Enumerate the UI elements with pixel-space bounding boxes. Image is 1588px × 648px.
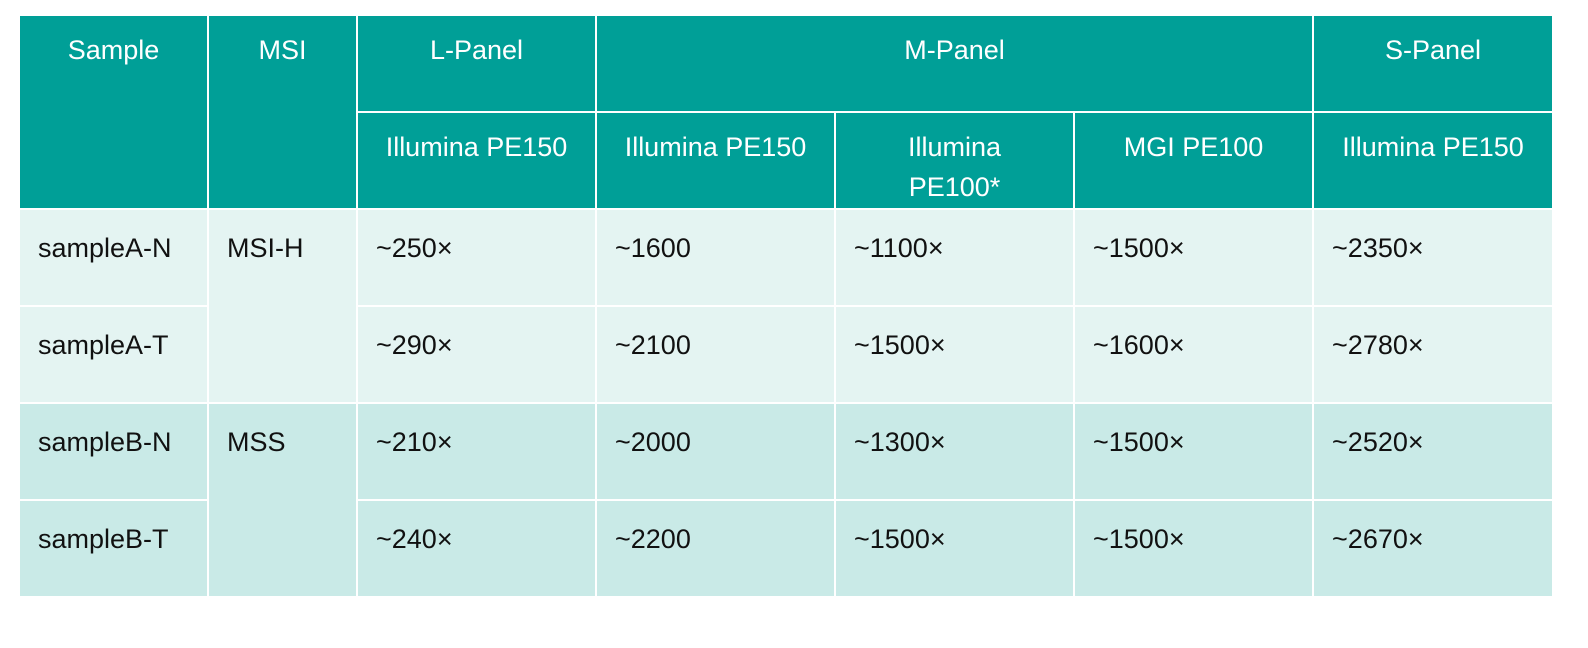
cell: sampleB-N <box>18 402 209 501</box>
header-row: Sample MSI L-Panel M-Panel S-Panel <box>18 14 1555 210</box>
header-cell: Illumina PE150 <box>1312 111 1555 210</box>
row: sampleA-N MSI-H ~250× ~1600 ~1100× ~1500… <box>18 208 1555 404</box>
header-cell: L-Panel <box>356 14 597 113</box>
cell: ~1500× <box>834 305 1075 404</box>
cell: ~2200 <box>595 499 836 598</box>
header-cell: M-Panel <box>594 14 1315 113</box>
header-cell: Illumina PE150 <box>595 111 836 210</box>
cell: ~1500× <box>1072 499 1315 598</box>
cell: MSS <box>207 402 358 598</box>
cell: ~2670× <box>1312 499 1555 598</box>
header-row: Illumina PE150 Illumina PE150 Illumina P… <box>19 111 1555 210</box>
cell: ~290× <box>356 305 597 404</box>
row: sampleB-N MSS ~210× ~2000 ~1300× ~1500× … <box>18 402 1555 598</box>
coverage-table: Sample MSI L-Panel M-Panel S-Panel Illum… <box>18 14 1555 598</box>
cell: sampleA-T <box>18 305 209 404</box>
cell: ~2350× <box>1312 208 1555 307</box>
header-cell: MSI <box>207 14 358 210</box>
row: sampleA-T ~290× ~2100 ~1500× ~1600× ~278… <box>18 305 1555 404</box>
cell: sampleA-N <box>18 208 209 307</box>
cell: ~1500× <box>1072 402 1315 501</box>
cell: ~1500× <box>1072 208 1315 307</box>
header-cell: Illumina PE100* <box>834 111 1075 210</box>
cell: ~250× <box>356 208 597 307</box>
header-cell: S-Panel <box>1312 14 1555 113</box>
cell: ~240× <box>356 499 597 598</box>
cell: ~2000 <box>595 402 836 501</box>
cell: ~1300× <box>834 402 1075 501</box>
cell: ~2780× <box>1312 305 1555 404</box>
cell: sampleB-T <box>18 499 209 598</box>
cell: ~2520× <box>1312 402 1555 501</box>
cell: ~1600 <box>595 208 836 307</box>
cell: MSI-H <box>207 208 358 404</box>
cell: ~1600× <box>1072 305 1315 404</box>
header-cell: MGI PE100 <box>1072 111 1315 210</box>
header-cell: Sample <box>18 14 209 210</box>
header-cell: Illumina PE150 <box>356 111 597 210</box>
cell: ~1100× <box>834 208 1075 307</box>
cell: ~1500× <box>834 499 1075 598</box>
cell: ~2100 <box>595 305 836 404</box>
row: sampleB-T ~240× ~2200 ~1500× ~1500× ~267… <box>18 499 1555 598</box>
cell: ~210× <box>356 402 597 501</box>
